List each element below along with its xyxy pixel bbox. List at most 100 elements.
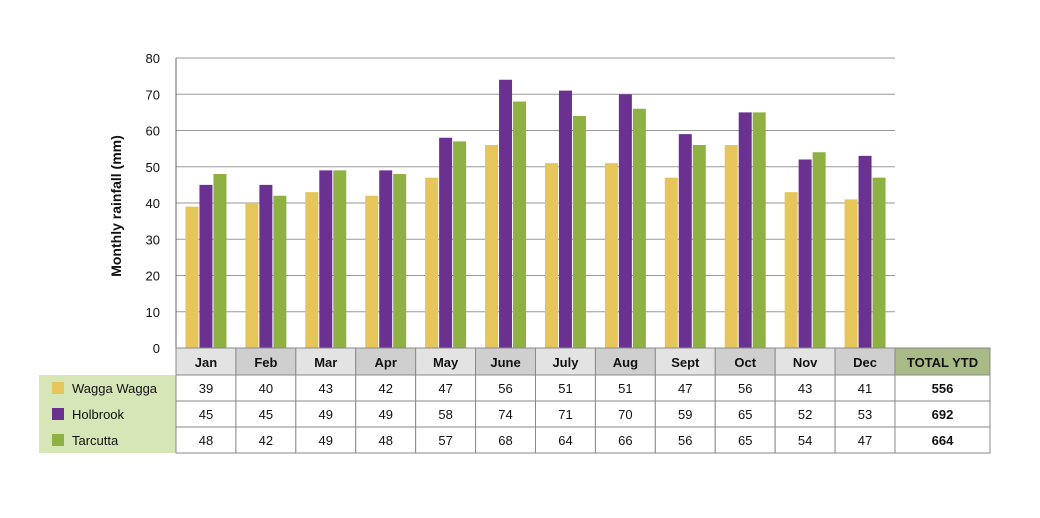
- cell-value: 43: [798, 381, 812, 396]
- table-cell: [235, 400, 297, 428]
- bar-holbrook: [738, 112, 752, 348]
- bar-wagga-wagga: [305, 192, 319, 348]
- cell-value: 45: [199, 407, 213, 422]
- bar-tarcutta: [453, 141, 467, 348]
- cell-value: 41: [858, 381, 872, 396]
- bar-wagga-wagga: [664, 177, 678, 348]
- header-label: Jan: [195, 355, 217, 370]
- cell-value: 47: [858, 433, 872, 448]
- header-cell: [535, 347, 596, 376]
- cell-value: 65: [738, 433, 752, 448]
- total-header-label: TOTAL YTD: [907, 355, 978, 370]
- table-cell: [355, 374, 417, 402]
- bars: [185, 79, 886, 348]
- cell-value: 40: [259, 381, 273, 396]
- bar-tarcutta: [632, 108, 646, 348]
- y-axis-ticks: 0 10 20 30 40 50 60 70 80: [146, 51, 160, 356]
- legend-swatch: [52, 408, 64, 420]
- bar-wagga-wagga: [185, 206, 199, 348]
- y-tick-label: 10: [146, 305, 160, 320]
- header-label: Feb: [254, 355, 277, 370]
- table-cell: [175, 426, 237, 454]
- cell-value: 51: [618, 381, 632, 396]
- table-cell: [415, 426, 477, 454]
- y-tick-label: 20: [146, 269, 160, 284]
- bar-wagga-wagga: [485, 145, 499, 348]
- bar-wagga-wagga: [365, 195, 379, 348]
- header-cell: [475, 347, 537, 376]
- cell-value: 42: [378, 381, 392, 396]
- cell-value: 51: [558, 381, 572, 396]
- cell-value: 54: [798, 433, 812, 448]
- total-cell: [894, 400, 991, 428]
- cell-value: 48: [378, 433, 392, 448]
- table-cell: [475, 374, 537, 402]
- y-tick-label: 70: [146, 87, 160, 102]
- header-cell: [355, 347, 417, 376]
- series-name: Tarcutta: [72, 433, 119, 448]
- header-label: Apr: [375, 355, 397, 370]
- header-cell: [714, 347, 776, 376]
- cell-value: 49: [319, 433, 333, 448]
- total-cell: [894, 426, 991, 454]
- table-cell: [295, 374, 357, 402]
- cell-value: 56: [498, 381, 512, 396]
- cell-value: 66: [618, 433, 632, 448]
- legend-swatch: [52, 434, 64, 446]
- cell-value: 49: [378, 407, 392, 422]
- bar-tarcutta: [333, 170, 347, 348]
- data-table: Jan Feb Mar Apr May June July Aug Sept Oct Nov Dec T…: [39, 347, 991, 454]
- table-cell: [235, 374, 297, 402]
- cell-value: 74: [498, 407, 512, 422]
- total-value: 664: [932, 433, 954, 448]
- bar-holbrook: [618, 94, 632, 348]
- bar-holbrook: [499, 79, 513, 348]
- cell-value: 48: [199, 433, 213, 448]
- bar-tarcutta: [872, 177, 886, 348]
- y-tick-label: 60: [146, 124, 160, 139]
- bar-wagga-wagga: [425, 177, 439, 348]
- cell-value: 52: [798, 407, 812, 422]
- series-name: Wagga Wagga: [72, 381, 158, 396]
- cell-value: 47: [438, 381, 452, 396]
- y-tick-label: 30: [146, 232, 160, 247]
- total-cell: [894, 374, 991, 402]
- cell-value: 59: [678, 407, 692, 422]
- gridlines: [175, 57, 895, 349]
- cell-value: 56: [678, 433, 692, 448]
- cell-value: 68: [498, 433, 512, 448]
- y-tick-label: 50: [146, 160, 160, 175]
- cell-value: 71: [558, 407, 572, 422]
- total-header-cell: [894, 347, 991, 376]
- bar-tarcutta: [572, 116, 586, 348]
- cell-value: 58: [438, 407, 452, 422]
- bar-tarcutta: [273, 195, 287, 348]
- bar-tarcutta: [213, 174, 227, 348]
- header-label: Oct: [734, 355, 756, 370]
- bar-tarcutta: [812, 152, 826, 348]
- bar-holbrook: [199, 184, 213, 348]
- cell-value: 70: [618, 407, 632, 422]
- legend-swatch: [52, 382, 64, 394]
- total-value: 692: [932, 407, 954, 422]
- bar-holbrook: [379, 170, 393, 348]
- cell-value: 49: [319, 407, 333, 422]
- table-cell: [714, 400, 776, 428]
- cell-value: 45: [259, 407, 273, 422]
- table-cell: [415, 374, 477, 402]
- table-cell: [175, 374, 237, 402]
- y-tick-label: 40: [146, 196, 160, 211]
- header-label: Aug: [613, 355, 638, 370]
- cell-value: 47: [678, 381, 692, 396]
- cell-value: 56: [738, 381, 752, 396]
- table-cell: [535, 374, 596, 402]
- table-cell: [774, 426, 836, 454]
- header-label: Nov: [793, 355, 818, 370]
- header-label: July: [552, 355, 579, 370]
- y-axis-label: Monthly rainfall (mm): [108, 135, 124, 277]
- table-cell: [654, 400, 716, 428]
- total-value: 556: [932, 381, 954, 396]
- bar-holbrook: [439, 137, 453, 348]
- y-tick-label: 80: [146, 51, 160, 66]
- bar-holbrook: [259, 184, 273, 348]
